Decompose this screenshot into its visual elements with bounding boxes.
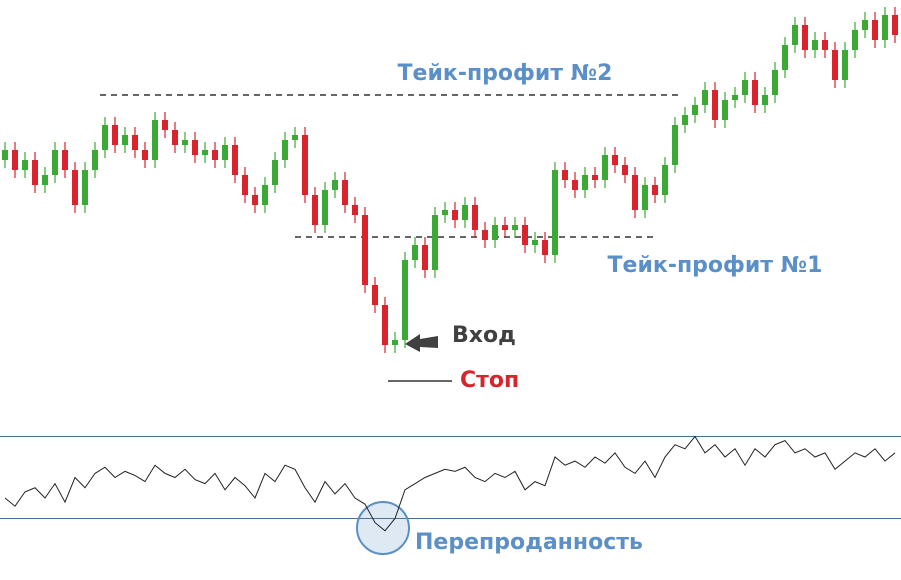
candle-body [822, 40, 828, 50]
candle-body [212, 150, 218, 160]
candle-body [72, 170, 78, 205]
candle-body [242, 175, 248, 195]
oversold-highlight [356, 501, 410, 555]
candle-body [592, 175, 598, 180]
candle-body [262, 185, 268, 205]
candle-body [22, 160, 28, 170]
candle-body [552, 170, 558, 255]
candle-body [762, 95, 768, 105]
entry-label: Вход [452, 323, 516, 348]
candle-body [752, 80, 758, 105]
candle-body [162, 120, 168, 130]
candle-body [362, 215, 368, 285]
candle-body [812, 40, 818, 50]
candle-body [852, 30, 858, 50]
candle-body [522, 225, 528, 245]
candle-body [62, 150, 68, 170]
candle-body [442, 210, 448, 215]
candle-body [572, 180, 578, 190]
candle-body [282, 140, 288, 160]
candle-body [712, 90, 718, 120]
candle-body [342, 180, 348, 205]
candle-body [652, 185, 658, 195]
candle-body [322, 190, 328, 225]
candle-body [892, 15, 898, 35]
candle-body [92, 150, 98, 170]
candle-body [352, 205, 358, 215]
candle-body [832, 50, 838, 80]
candle-body [422, 245, 428, 270]
candle-body [562, 170, 568, 180]
level-label: Тейк-профит №2 [398, 61, 613, 86]
candle-body [112, 125, 118, 145]
candle-body [502, 225, 508, 230]
oscillator-line [4, 435, 896, 532]
candle-body [372, 285, 378, 305]
candle-body [192, 140, 198, 155]
candle-body [392, 340, 398, 345]
candle-body [872, 20, 878, 40]
candle-body [292, 135, 298, 140]
candle-body [432, 215, 438, 270]
candle-body [382, 305, 388, 345]
candle-body [482, 230, 488, 240]
candle-body [512, 225, 518, 230]
candle-body [802, 25, 808, 50]
candle-body [622, 165, 628, 175]
candle-body [492, 225, 498, 240]
candle-body [2, 150, 8, 160]
candle-body [632, 175, 638, 210]
candle-body [82, 170, 88, 205]
candle-body [772, 70, 778, 95]
candle-body [662, 165, 668, 195]
candle-body [692, 105, 698, 115]
candle-body [402, 260, 408, 340]
candle-body [312, 195, 318, 225]
level-label: Тейк-профит №1 [608, 253, 823, 278]
candle-body [452, 210, 458, 220]
candle-body [252, 195, 258, 205]
candle-body [742, 80, 748, 95]
entry-arrow [405, 334, 438, 352]
candle-body [702, 90, 708, 105]
candle-body [472, 205, 478, 230]
candle-body [782, 45, 788, 70]
candle-body [172, 130, 178, 145]
candle-body [882, 15, 888, 40]
candle-body [842, 50, 848, 80]
candle-body [302, 135, 308, 195]
candle-body [232, 145, 238, 175]
candle-body [792, 25, 798, 45]
candle-body [332, 180, 338, 190]
candle-body [612, 155, 618, 165]
candle-body [542, 240, 548, 255]
oversold-label: Перепроданность [415, 530, 643, 555]
candle-body [272, 160, 278, 185]
candle-body [582, 175, 588, 190]
candle-body [132, 135, 138, 150]
candle-body [12, 150, 18, 170]
candle-body [202, 150, 208, 155]
candle-body [222, 145, 228, 160]
candle-body [642, 185, 648, 210]
candle-body [862, 20, 868, 30]
candle-body [182, 140, 188, 145]
candle-body [722, 100, 728, 120]
candle-body [152, 120, 158, 160]
candle-body [52, 150, 58, 175]
candle-body [122, 135, 128, 145]
candle-body [732, 95, 738, 100]
candle-body [682, 115, 688, 125]
candle-body [412, 245, 418, 260]
candle-body [102, 125, 108, 150]
candle-body [602, 155, 608, 180]
candle-body [32, 160, 38, 185]
candle-body [672, 125, 678, 165]
candle-body [532, 240, 538, 245]
candle-body [462, 205, 468, 220]
candle-body [142, 150, 148, 160]
candle-body [42, 175, 48, 185]
level-label: Стоп [460, 368, 519, 393]
